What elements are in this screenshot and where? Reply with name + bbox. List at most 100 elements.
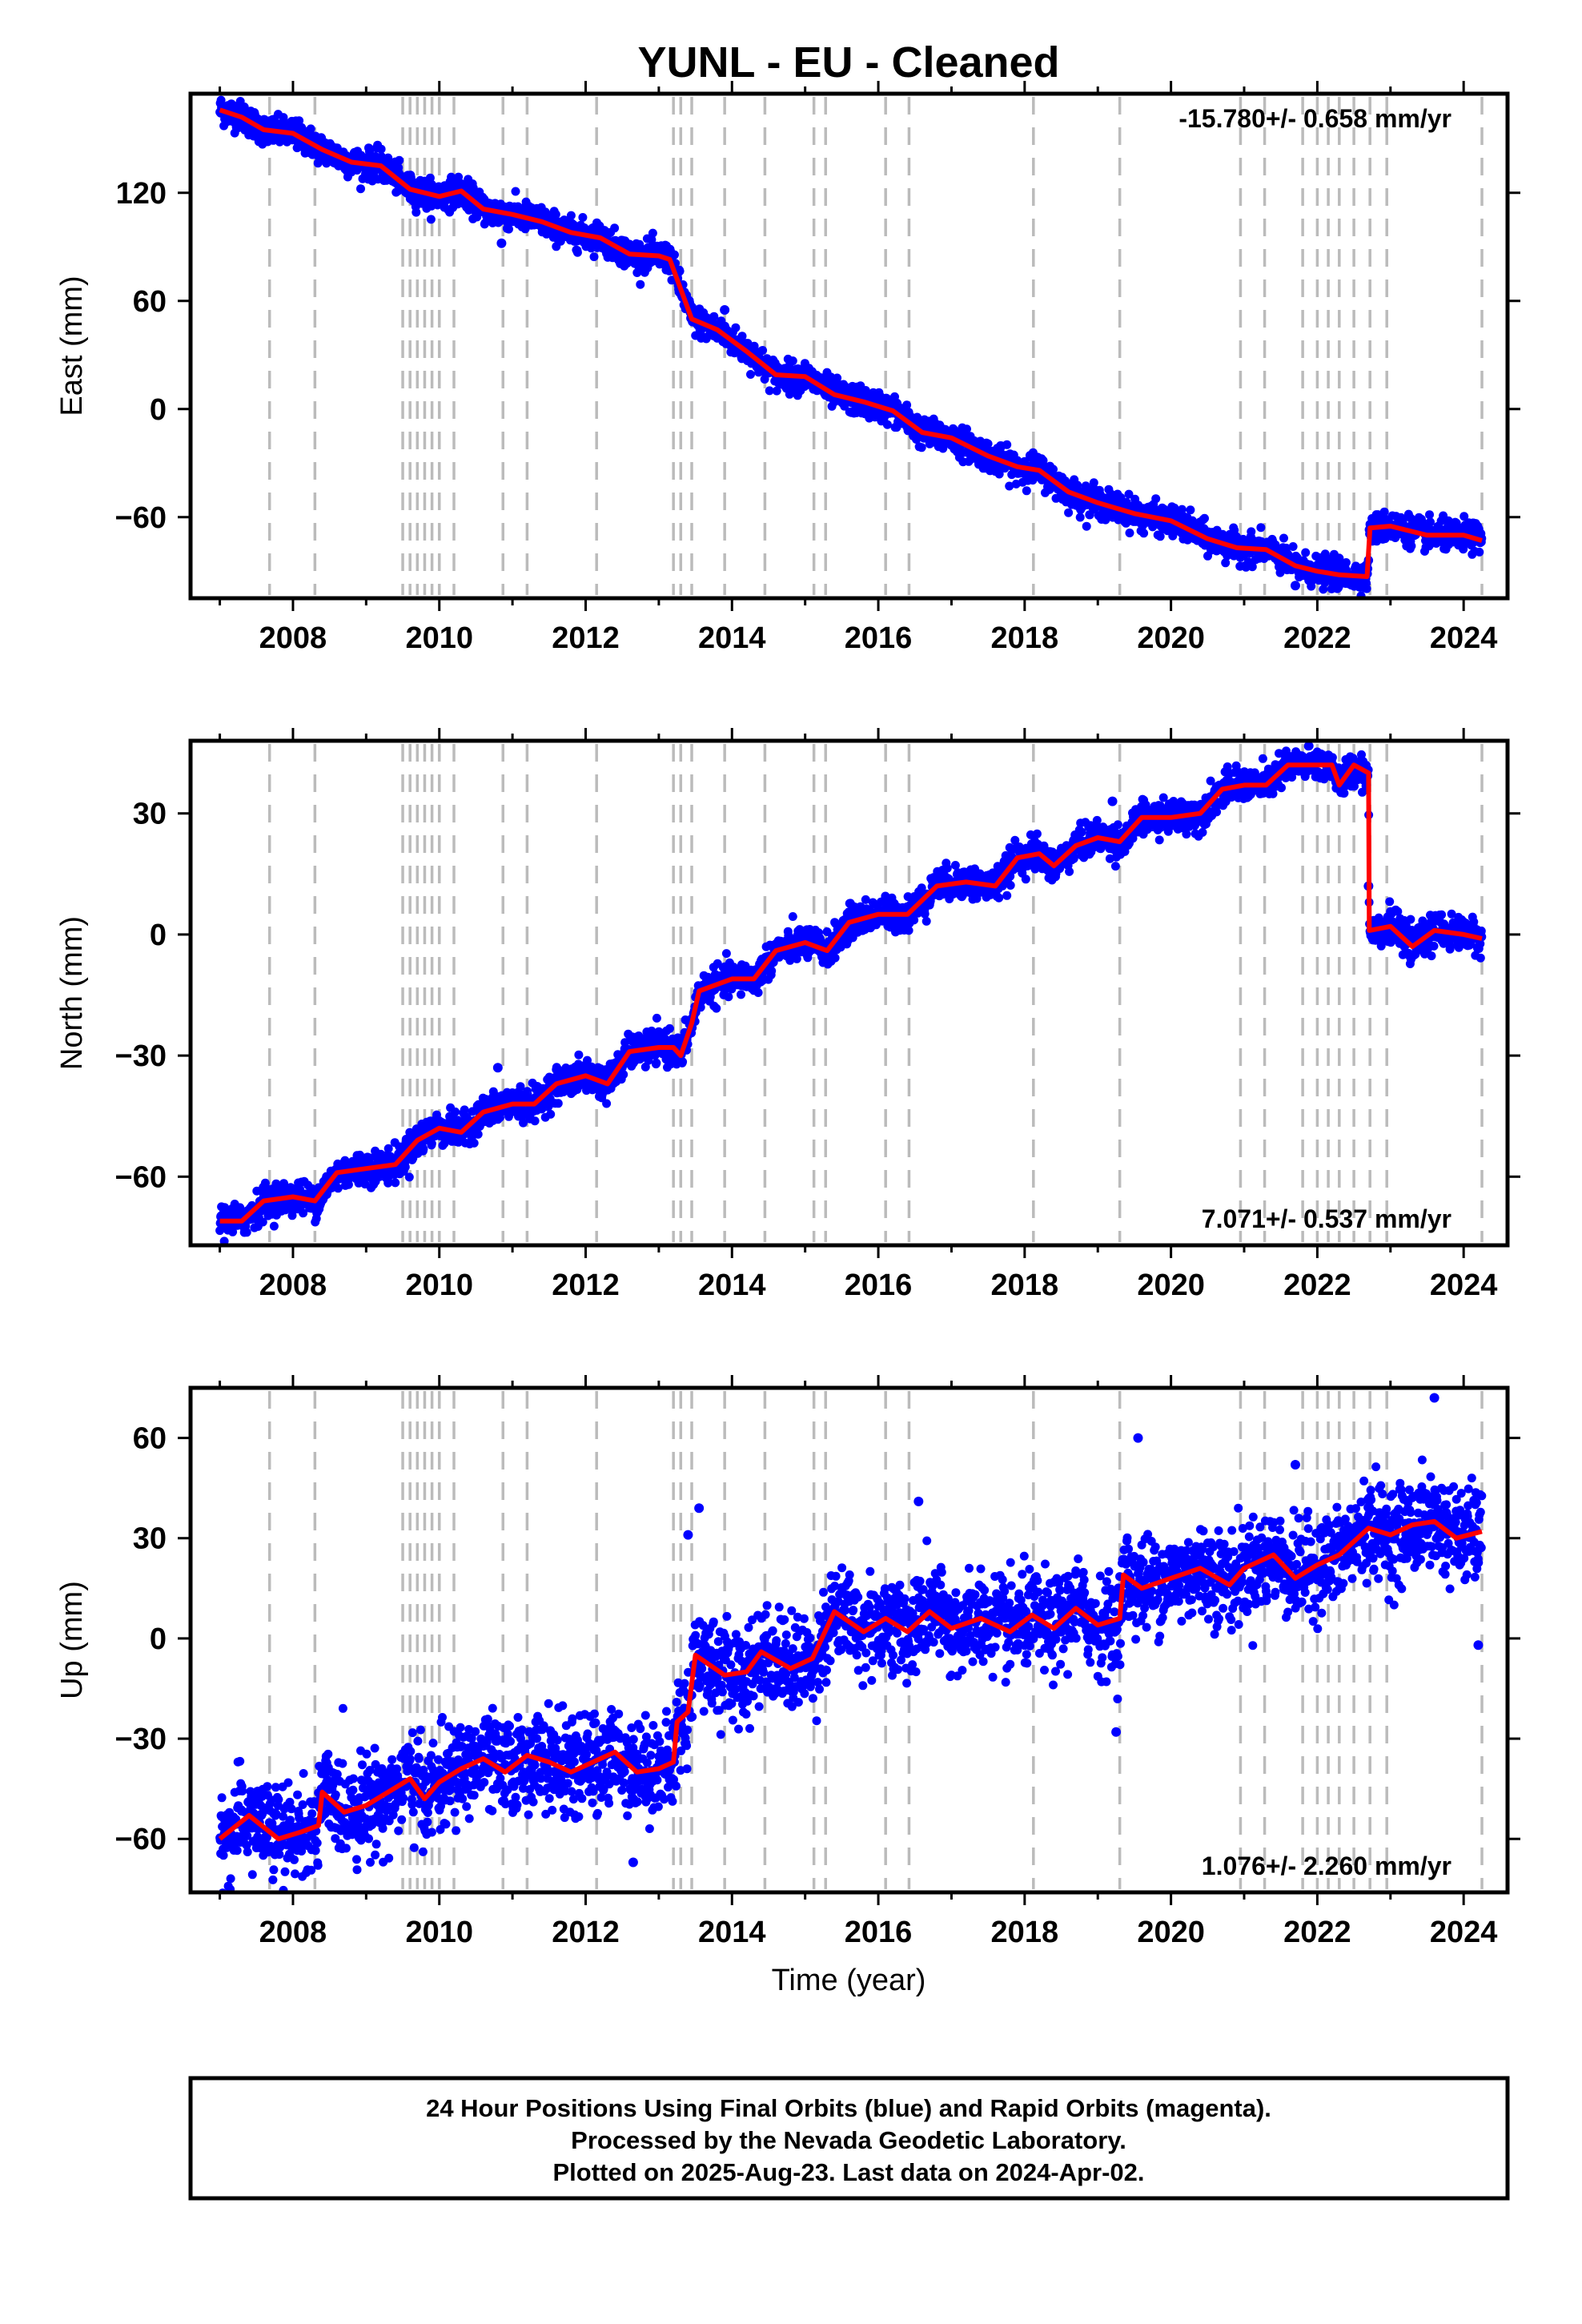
data-point — [696, 1003, 705, 1012]
x-tick-label: 2018 — [991, 621, 1059, 655]
y-tick-label: 120 — [116, 177, 167, 211]
data-point — [228, 1227, 238, 1236]
data-point — [258, 1217, 267, 1227]
data-point — [1221, 558, 1231, 568]
step-lines — [267, 744, 1484, 1242]
data-point — [426, 215, 436, 224]
data-point — [640, 1062, 650, 1072]
step-lines — [267, 97, 1484, 595]
data-point — [1301, 548, 1311, 557]
data-point — [473, 1129, 483, 1139]
data-point — [333, 1184, 343, 1193]
data-point — [1200, 513, 1209, 523]
data-point — [1089, 478, 1098, 488]
model-line — [219, 107, 1483, 579]
x-tick-label: 2020 — [1137, 621, 1205, 655]
data-point — [721, 949, 731, 959]
y-axis-label: East (mm) — [55, 275, 89, 416]
data-point — [530, 1116, 540, 1126]
data-point — [504, 224, 513, 234]
data-point — [589, 252, 599, 262]
data-point — [1459, 545, 1468, 554]
data-point — [675, 267, 685, 276]
data-point — [1124, 489, 1134, 499]
data-point — [1341, 558, 1351, 567]
data-point — [1279, 533, 1288, 543]
data-point — [792, 954, 801, 963]
data-point — [788, 356, 797, 366]
data-point — [1155, 532, 1165, 541]
y-tick-label: −60 — [115, 501, 167, 535]
data-point — [546, 1109, 556, 1119]
data-point — [216, 95, 226, 105]
data-point — [765, 386, 774, 396]
data-point — [746, 370, 755, 379]
data-point — [904, 926, 913, 935]
data-point — [519, 1118, 528, 1128]
plot-frame — [188, 91, 1510, 601]
data-point — [391, 1178, 400, 1188]
data-point — [1288, 542, 1298, 551]
data-point — [1139, 529, 1149, 538]
data-point — [356, 184, 365, 194]
data-point — [830, 953, 840, 963]
data-point — [1247, 527, 1256, 537]
figure-title: YUNL - EU - Cleaned — [637, 38, 1059, 86]
outlier-point — [1290, 581, 1300, 591]
data-point — [1005, 481, 1014, 491]
data-point — [1177, 505, 1186, 514]
data-point — [1064, 508, 1074, 517]
data-point — [306, 124, 315, 134]
data-point — [670, 250, 679, 259]
data-point — [652, 1058, 661, 1068]
data-point — [572, 247, 582, 257]
data-point — [772, 386, 781, 396]
data-point — [905, 412, 915, 421]
data-point — [1256, 523, 1266, 533]
data-point — [279, 113, 288, 123]
data-point — [516, 1082, 525, 1092]
data-point — [1425, 510, 1434, 520]
data-point — [511, 187, 520, 196]
data-point — [1022, 486, 1031, 496]
data-point — [1049, 464, 1058, 474]
data-point — [917, 443, 926, 452]
data-point — [1075, 513, 1085, 522]
data-point — [788, 912, 797, 921]
y-tick-label: 0 — [150, 393, 167, 427]
data-point — [1082, 521, 1091, 531]
data-point — [583, 1055, 592, 1065]
data-point — [376, 144, 386, 154]
data-point — [566, 211, 576, 220]
data-point — [383, 1144, 393, 1153]
data-point — [395, 155, 404, 165]
data-point — [1319, 585, 1328, 594]
data-point — [412, 207, 421, 217]
x-tick-label: 2008 — [259, 621, 327, 655]
data-point — [427, 1139, 436, 1148]
data-point — [833, 373, 842, 383]
data-point — [709, 312, 719, 321]
data-point — [419, 1144, 428, 1154]
data-point — [602, 1099, 612, 1108]
data-point — [400, 1162, 410, 1172]
outlier-point — [496, 238, 507, 248]
data-point — [610, 223, 620, 233]
east-panel: 2008 2010 2012 2014 2016 2018 2020 2022 2024−600… — [55, 81, 1520, 655]
data-point — [574, 1050, 584, 1059]
data-point — [1125, 529, 1134, 537]
data-point — [1002, 440, 1012, 449]
data-point — [724, 992, 733, 1002]
data-point — [383, 153, 393, 163]
data-point — [712, 1003, 721, 1013]
x-tick-label: 2010 — [405, 621, 473, 655]
data-point — [553, 1099, 563, 1108]
data-point — [902, 400, 912, 410]
data-point — [295, 116, 304, 126]
y-tick-label: 60 — [133, 285, 167, 319]
x-tick-label: 2012 — [552, 621, 620, 655]
data-point — [1426, 517, 1435, 527]
data-point — [861, 895, 870, 904]
data-point — [1362, 584, 1371, 593]
data-point — [731, 323, 741, 332]
